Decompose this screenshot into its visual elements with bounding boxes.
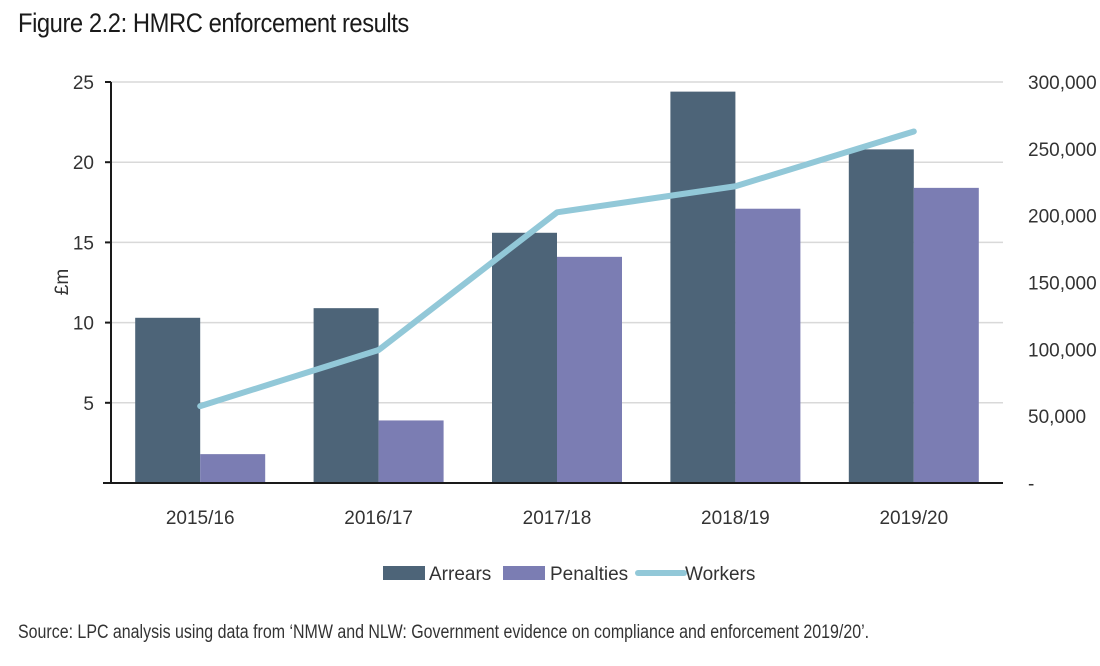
bar-penalties-0 [200, 454, 266, 483]
chart-title: Figure 2.2: HMRC enforcement results [18, 8, 409, 38]
y-tick-label: 20 [73, 153, 94, 174]
legend-label-penalties: Penalties [550, 564, 628, 585]
x-tick-label: 2019/20 [879, 508, 948, 529]
legend-swatch-penalties [503, 566, 545, 580]
x-tick-label: 2017/18 [523, 508, 592, 529]
bar-penalties-3 [735, 208, 801, 483]
right-axis-ticks: - 50,000 100,000 150,000 200,000 250,000 300,0… [1028, 73, 1097, 495]
legend-label-workers: Workers [685, 564, 755, 585]
y2-tick-label: 150,000 [1028, 274, 1097, 295]
bars [135, 91, 979, 484]
bar-arrears-1 [313, 308, 379, 483]
axes [103, 82, 1003, 484]
bar-penalties-1 [378, 420, 444, 483]
legend-swatch-arrears [383, 566, 425, 580]
legend: Arrears Penalties Workers [383, 564, 755, 585]
bar-arrears-4 [848, 149, 914, 484]
y-tick-label: 15 [73, 233, 94, 254]
source-note: Source: LPC analysis using data from ‘NM… [18, 622, 870, 643]
x-tick-label: 2016/17 [344, 508, 413, 529]
y-tick-label: 10 [73, 314, 94, 335]
y2-tick-label: - [1028, 474, 1034, 495]
y2-tick-label: 250,000 [1028, 140, 1097, 161]
y-tick-label: 5 [83, 394, 94, 415]
y2-tick-label: 100,000 [1028, 340, 1097, 361]
x-axis-ticks: 2015/16 2016/17 2017/18 2018/19 2019/20 [166, 508, 948, 529]
y2-tick-label: 50,000 [1028, 407, 1086, 428]
bar-penalties-2 [557, 256, 622, 483]
workers-line-group [197, 128, 917, 410]
y-tick-label: 25 [73, 73, 94, 94]
left-axis-ticks: 5 10 15 20 25 [73, 73, 111, 415]
bar-arrears-2 [492, 232, 557, 483]
legend-label-arrears: Arrears [429, 564, 491, 585]
bar-arrears-0 [135, 317, 201, 483]
x-tick-label: 2018/19 [701, 508, 770, 529]
bar-penalties-4 [913, 187, 979, 483]
x-tick-label: 2015/16 [166, 508, 235, 529]
y-axis-label: £m [52, 269, 73, 295]
y2-tick-label: 300,000 [1028, 73, 1097, 94]
y2-tick-label: 200,000 [1028, 207, 1097, 228]
bar-arrears-3 [670, 91, 736, 484]
